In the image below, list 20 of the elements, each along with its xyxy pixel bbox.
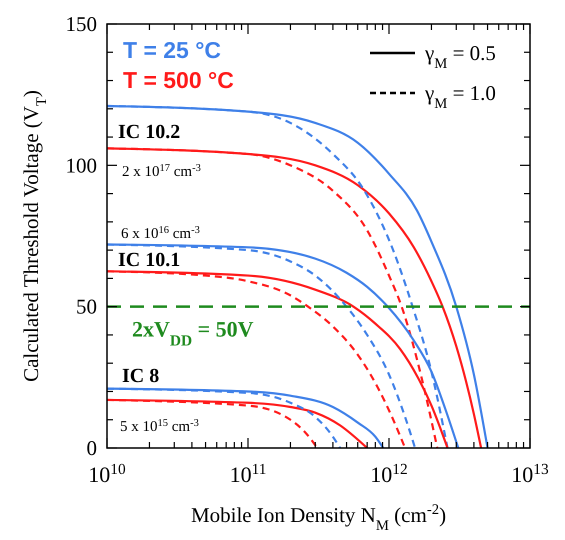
annotation: IC 8 — [122, 365, 160, 387]
x-tick-label: 10$^{10}$ — [88, 460, 126, 487]
y-tick-label: 0 — [86, 436, 97, 460]
y-tick-label: 150 — [66, 12, 97, 36]
annotation: IC 10.2 — [118, 121, 180, 143]
annotation: γ$_{M}$ = 1.0 — [424, 81, 496, 112]
y-tick-label: 50 — [76, 294, 97, 319]
x-tick-label: 10$^{12}$ — [370, 460, 408, 487]
annotation: 2 x 10$^{17}$ cm$^{-3}$ — [122, 162, 201, 180]
annotation: IC 10.1 — [118, 249, 180, 271]
annotation: γ$_{M}$ = 0.5 — [424, 41, 496, 72]
annotation: T = 500 °C — [123, 67, 234, 93]
x-axis-title: Mobile Ion Density N$_{M}$ (cm$^{-2}$) — [190, 502, 446, 534]
y-tick-label: 100 — [66, 153, 97, 178]
x-tick-label: 10$^{11}$ — [230, 460, 266, 487]
x-tick-label: 10$^{13}$ — [511, 460, 549, 487]
annotation: 5 x 10$^{15}$ cm$^{-3}$ — [120, 418, 199, 435]
annotation: T = 25 °C — [123, 37, 222, 63]
ref-line-label: 2xV$_{DD}$ = 50V — [132, 316, 254, 350]
annotation: 6 x 10$^{16}$ cm$^{-3}$ — [121, 224, 200, 242]
